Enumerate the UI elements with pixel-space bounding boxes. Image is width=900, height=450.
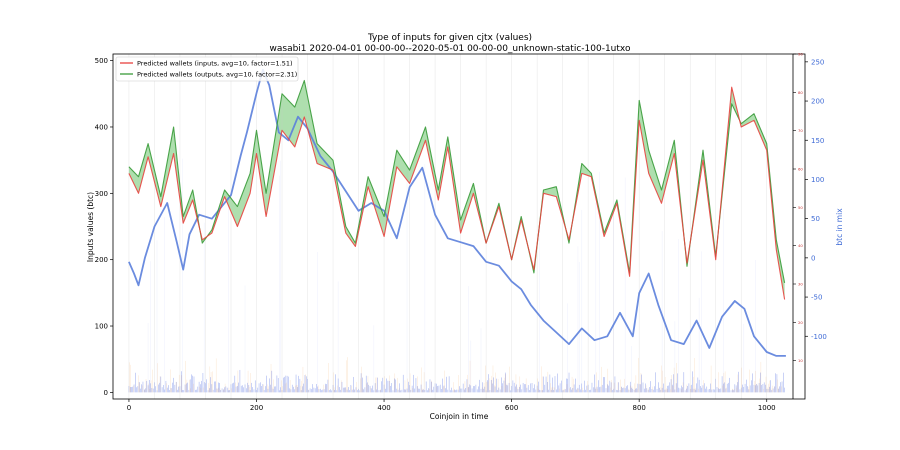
y-red-tick-label: 50: [798, 205, 803, 210]
series-lines: [128, 68, 786, 357]
x-tick-label: 1000: [758, 404, 776, 412]
y-blue-tick-label: 50: [811, 215, 820, 223]
series-inputs-line: [128, 86, 786, 300]
y-red-tick-label: 40: [798, 243, 803, 248]
plot-frame: [112, 53, 806, 400]
y-red-tick-label: 30: [798, 282, 803, 287]
y-blue-tick-label: 200: [811, 98, 824, 106]
y-left-tick-label: 200: [95, 256, 108, 264]
y-red-tick-label: 60: [798, 167, 803, 172]
legend-box: [115, 56, 299, 82]
y-left-tick-label: 0: [104, 389, 108, 397]
legend-label-inputs: Predicted wallets (inputs, avg=10, facto…: [137, 60, 293, 68]
y-red-tick-label: 70: [798, 128, 803, 133]
y-axis-left-label: Inputs values (btc): [86, 192, 95, 262]
x-tick-label: 800: [632, 404, 645, 412]
y-axis-right-label: btc in mix: [835, 208, 844, 246]
x-tick-label: 200: [250, 404, 263, 412]
y-blue-tick-label: -100: [811, 333, 827, 341]
y-blue-tick-label: 150: [811, 137, 824, 145]
y-axis-right-blue-ticks: -100 -50 0 50 100 150 200 250: [805, 58, 827, 341]
y-red-tick-label: 90: [798, 52, 803, 57]
y-blue-tick-label: -50: [811, 294, 822, 302]
fill-between-series: [128, 80, 785, 300]
y-axis-right-red-ticks: 10 20 30 40 50 60 70 80 90: [793, 52, 803, 363]
x-tick-label: 600: [505, 404, 518, 412]
y-blue-tick-label: 0: [811, 254, 815, 262]
background-bars: [128, 158, 785, 393]
x-tick-label: 0: [127, 404, 131, 412]
series-btc-in-mix-line: [128, 68, 786, 357]
legend: Predicted wallets (inputs, avg=10, facto…: [115, 56, 299, 82]
y-red-tick-label: 80: [798, 90, 803, 95]
y-axis-left-ticks: 0 100 200 300 400 500: [95, 57, 113, 397]
series-outputs-line: [128, 79, 786, 284]
chart-subtitle: wasabi1 2020-04-01 00-00-00--2020-05-01 …: [270, 44, 631, 54]
fill-between-area: [128, 80, 785, 300]
x-axis-label: Coinjoin in time: [430, 412, 489, 421]
y-left-tick-label: 500: [95, 57, 108, 65]
y-red-tick-label: 20: [798, 320, 803, 325]
legend-label-outputs: Predicted wallets (outputs, avg=10, fact…: [137, 71, 297, 79]
y-left-tick-label: 400: [95, 123, 108, 131]
y-left-tick-label: 300: [95, 190, 108, 198]
y-blue-tick-label: 100: [811, 176, 824, 184]
x-axis-ticks: 0 200 400 600 800 1000: [127, 399, 776, 412]
y-left-tick-label: 100: [95, 323, 108, 331]
y-blue-tick-label: 250: [811, 58, 824, 66]
vertical-gridlines: [128, 54, 767, 399]
x-tick-label: 400: [377, 404, 390, 412]
chart-title: Type of inputs for given cjtx (values): [367, 33, 532, 43]
y-red-tick-label: 10: [798, 358, 803, 363]
